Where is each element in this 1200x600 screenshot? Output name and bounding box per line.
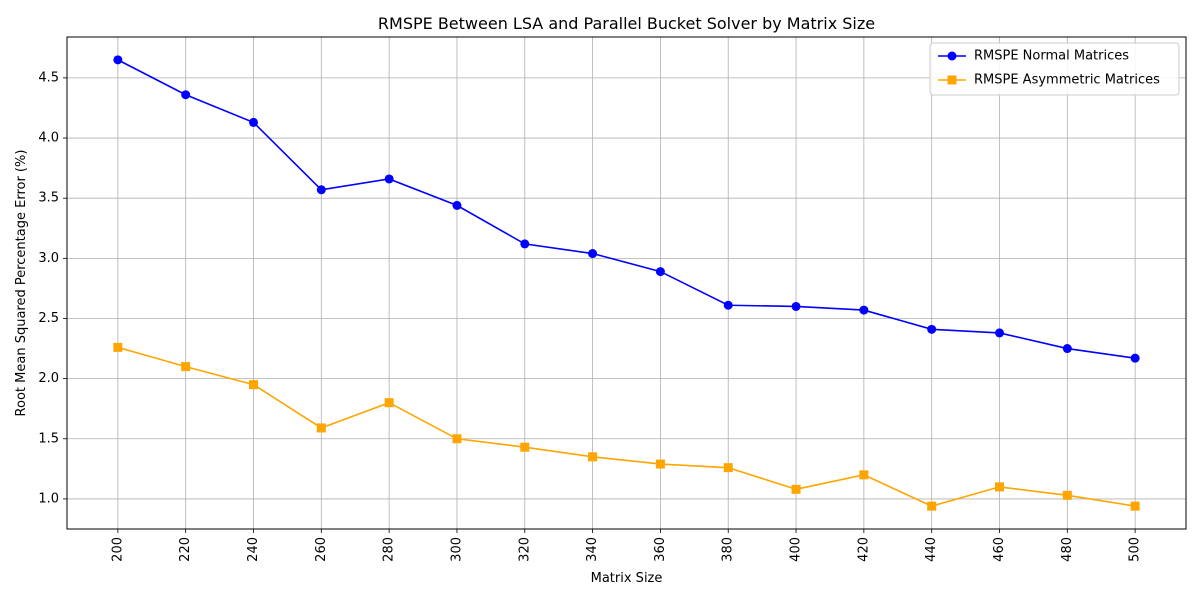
y-tick-label: 1.0 xyxy=(38,491,59,506)
legend-label: RMSPE Normal Matrices xyxy=(974,49,1129,64)
data-point xyxy=(588,452,598,462)
x-axis-label: Matrix Size xyxy=(591,571,663,586)
data-point xyxy=(791,301,801,311)
data-point xyxy=(249,380,258,390)
grid xyxy=(67,37,1186,529)
data-point xyxy=(452,200,462,210)
data-point xyxy=(1062,490,1072,500)
y-tick-label: 3.0 xyxy=(38,251,59,266)
data-point xyxy=(859,470,869,480)
x-tick-label: 360 xyxy=(653,537,668,562)
data-point xyxy=(384,398,394,408)
data-point xyxy=(588,249,598,259)
data-point xyxy=(655,459,665,469)
data-point xyxy=(520,239,530,249)
plot-area xyxy=(67,37,1186,529)
x-tick-label: 200 xyxy=(110,537,125,562)
data-point xyxy=(995,328,1004,338)
data-point xyxy=(181,362,191,372)
x-tick-label: 480 xyxy=(1060,537,1075,562)
series-1 xyxy=(113,342,1140,511)
x-tick-label: 280 xyxy=(382,537,397,562)
data-point xyxy=(1062,344,1072,354)
y-axis-label: Root Mean Squared Percentage Error (%) xyxy=(14,150,29,417)
data-point xyxy=(655,267,665,277)
legend-label: RMSPE Asymmetric Matrices xyxy=(974,73,1160,88)
y-tick-label: 2.0 xyxy=(38,371,59,386)
data-point xyxy=(520,442,530,452)
data-point xyxy=(113,55,123,65)
x-tick-label: 340 xyxy=(585,537,600,562)
y-tick-label: 4.0 xyxy=(38,131,59,146)
legend-box xyxy=(929,42,1180,96)
x-tick-label: 500 xyxy=(1128,537,1143,562)
x-tick-label: 460 xyxy=(992,537,1007,562)
y-tick-label: 2.5 xyxy=(38,311,59,326)
data-point xyxy=(1130,501,1140,511)
series-0 xyxy=(113,55,1140,363)
x-tick-label: 380 xyxy=(721,537,736,562)
series-line xyxy=(117,59,1136,359)
y-tick-label: 1.5 xyxy=(38,431,59,446)
legend-marker xyxy=(947,51,957,61)
data-point xyxy=(316,423,326,433)
series-layer xyxy=(113,55,1140,511)
x-tick-label: 220 xyxy=(178,537,193,562)
data-point xyxy=(316,185,326,195)
x-tick-label: 300 xyxy=(449,537,464,562)
legend: RMSPE Normal Matrices RMSPE Asymmetric Ma… xyxy=(929,42,1180,96)
x-tick-label: 400 xyxy=(789,537,804,562)
chart-title: RMSPE Between LSA and Parallel Bucket So… xyxy=(378,14,875,33)
data-point xyxy=(181,90,191,100)
data-point xyxy=(113,342,123,352)
data-point xyxy=(859,305,869,315)
data-point xyxy=(452,434,462,444)
data-point xyxy=(723,463,733,473)
legend-marker xyxy=(947,75,957,85)
data-point xyxy=(791,484,801,494)
data-point xyxy=(384,174,394,184)
legend-item: RMSPE Normal Matrices xyxy=(938,49,1129,64)
data-point xyxy=(995,482,1004,492)
x-tick-label: 260 xyxy=(314,537,329,562)
plot-frame xyxy=(66,36,1187,530)
data-point xyxy=(1130,353,1140,363)
data-point xyxy=(927,324,937,334)
data-point xyxy=(249,117,258,127)
legend-item: RMSPE Asymmetric Matrices xyxy=(938,73,1160,88)
y-tick-label: 3.5 xyxy=(38,191,59,206)
x-tick-label: 420 xyxy=(856,537,871,562)
y-tick-label: 4.5 xyxy=(38,70,59,85)
ticks: 200 220 240 260 280 300 320 340 360 380 400 420 440 4… xyxy=(38,70,1142,561)
x-tick-label: 240 xyxy=(246,537,261,562)
data-point xyxy=(723,300,733,310)
x-tick-label: 440 xyxy=(924,537,939,562)
data-point xyxy=(927,501,937,511)
x-tick-label: 320 xyxy=(517,537,532,562)
series-line xyxy=(117,346,1136,507)
